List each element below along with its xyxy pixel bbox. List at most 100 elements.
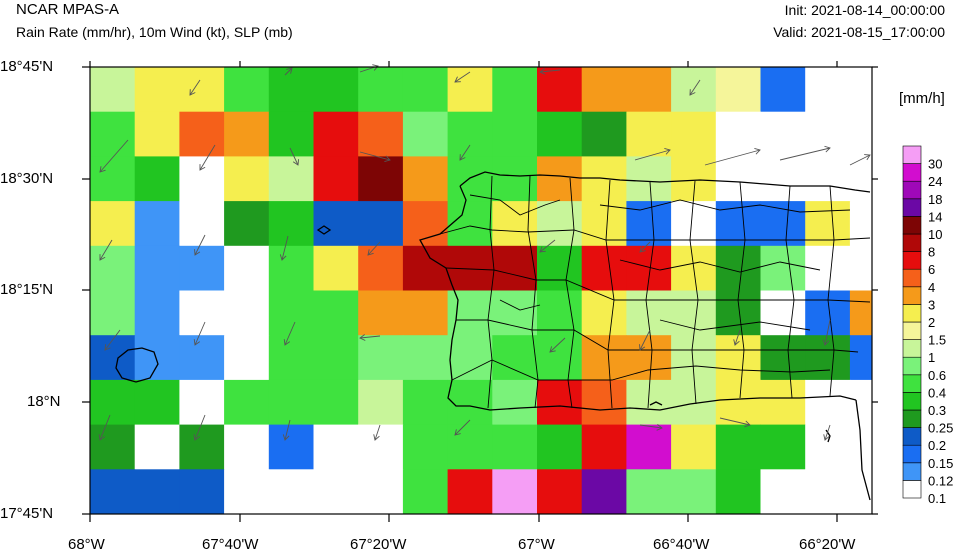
lat-label-17-45n: 17°45'N	[0, 505, 54, 522]
wind-arrow	[281, 235, 289, 261]
wind-arrow	[359, 335, 381, 339]
grid-cell	[134, 469, 180, 515]
grid-cell	[313, 111, 359, 157]
wind-arrowhead	[99, 254, 106, 261]
grid-cell	[581, 111, 627, 157]
grid-cell	[849, 469, 873, 515]
grid-cell	[224, 469, 270, 515]
grid-cell	[492, 424, 538, 470]
wind-arrow	[284, 67, 293, 76]
grid-cell	[715, 335, 761, 381]
grid-cell	[268, 290, 314, 336]
grid-cell	[671, 111, 717, 157]
wind-arrow	[849, 154, 871, 166]
grid-cell	[537, 111, 583, 157]
grid-cell	[581, 201, 627, 247]
model-title: NCAR MPAS-A	[16, 1, 120, 18]
wind-arrow	[194, 234, 206, 256]
grid-cell	[90, 111, 136, 157]
grid-cell	[626, 111, 672, 157]
grid-cell	[715, 424, 761, 470]
grid-cell	[224, 379, 270, 426]
grid-cell	[179, 111, 225, 157]
wind-arrow	[779, 147, 831, 161]
wind-arrow	[704, 149, 761, 166]
grid-cell	[447, 156, 493, 202]
grid-cell	[447, 379, 493, 426]
grid-cell	[402, 201, 449, 247]
grid-cell	[268, 335, 314, 381]
grid-cell	[537, 469, 583, 515]
grid-cell	[90, 424, 136, 470]
grid-cell	[760, 424, 806, 470]
wind-vectors	[98, 64, 871, 441]
wind-arrowhead	[384, 155, 391, 163]
grid-cell	[179, 67, 225, 113]
grid-cell	[358, 245, 404, 291]
grid-cell	[447, 111, 493, 157]
grid-cell	[760, 469, 806, 515]
wind-arrow	[289, 147, 299, 166]
wind-arrow	[367, 241, 381, 256]
init-time: Init: 2021-08-14_00:00:00	[784, 2, 945, 18]
wind-arrow	[194, 414, 206, 441]
wind-arrowhead	[193, 434, 200, 441]
wind-arrowhead	[279, 254, 287, 261]
wind-arrowhead	[639, 344, 646, 351]
wind-arrowhead	[99, 166, 106, 173]
grid-cell	[134, 335, 180, 381]
grid-cell	[626, 290, 672, 336]
wind-arrowhead	[199, 164, 206, 171]
wind-arrowhead	[459, 154, 466, 161]
grid-cell	[760, 201, 806, 247]
grid-cell	[134, 111, 180, 157]
wind-arrowhead	[292, 159, 300, 166]
grid-cell	[447, 201, 493, 247]
municipal-boundaries	[439, 175, 871, 409]
grid-cell	[90, 67, 136, 113]
grid-cell	[760, 290, 806, 336]
grid-cell	[715, 111, 761, 157]
grid-cell	[537, 335, 583, 381]
grid-cell	[626, 67, 672, 113]
grid-cell	[805, 156, 851, 202]
grid-cell	[626, 335, 672, 381]
grid-cell	[626, 469, 672, 515]
grid-cell	[537, 201, 583, 247]
grid-cell	[402, 335, 449, 381]
grid-cell	[626, 245, 672, 291]
wind-arrowhead	[656, 424, 663, 431]
grid-cell	[715, 156, 761, 202]
wind-arrow	[284, 321, 296, 346]
wind-arrowhead	[549, 346, 556, 353]
grid-cell	[358, 424, 404, 470]
grid-cell	[268, 469, 314, 515]
grid-cell	[313, 379, 359, 426]
grid-cell	[447, 67, 493, 113]
grid-cell	[224, 245, 270, 291]
grid-cell	[313, 156, 359, 202]
grid-cell	[358, 67, 404, 113]
grid-cell	[849, 67, 873, 113]
wind-arrowhead	[824, 145, 831, 153]
grid-cell	[626, 156, 672, 202]
grid-cell	[313, 245, 359, 291]
grid-cell	[447, 469, 493, 515]
grid-cell	[358, 156, 404, 202]
grid-cell	[179, 469, 225, 515]
grid-cell	[90, 335, 136, 381]
grid-cell	[90, 290, 136, 336]
wind-arrow	[734, 329, 741, 346]
grid-cell	[134, 424, 180, 470]
grid-cell	[90, 245, 136, 291]
grid-cell	[492, 201, 538, 247]
wind-arrow	[374, 424, 381, 441]
grid-cell	[268, 379, 314, 426]
grid-cell	[179, 335, 225, 381]
grid-cell	[492, 469, 538, 515]
lon-label-67-40w: 67°40'W	[202, 536, 259, 553]
lon-label-66-40w: 66°40'W	[653, 536, 710, 553]
grid-cell	[224, 290, 270, 336]
wind-arrow	[689, 79, 701, 96]
grid-cell	[805, 201, 851, 247]
